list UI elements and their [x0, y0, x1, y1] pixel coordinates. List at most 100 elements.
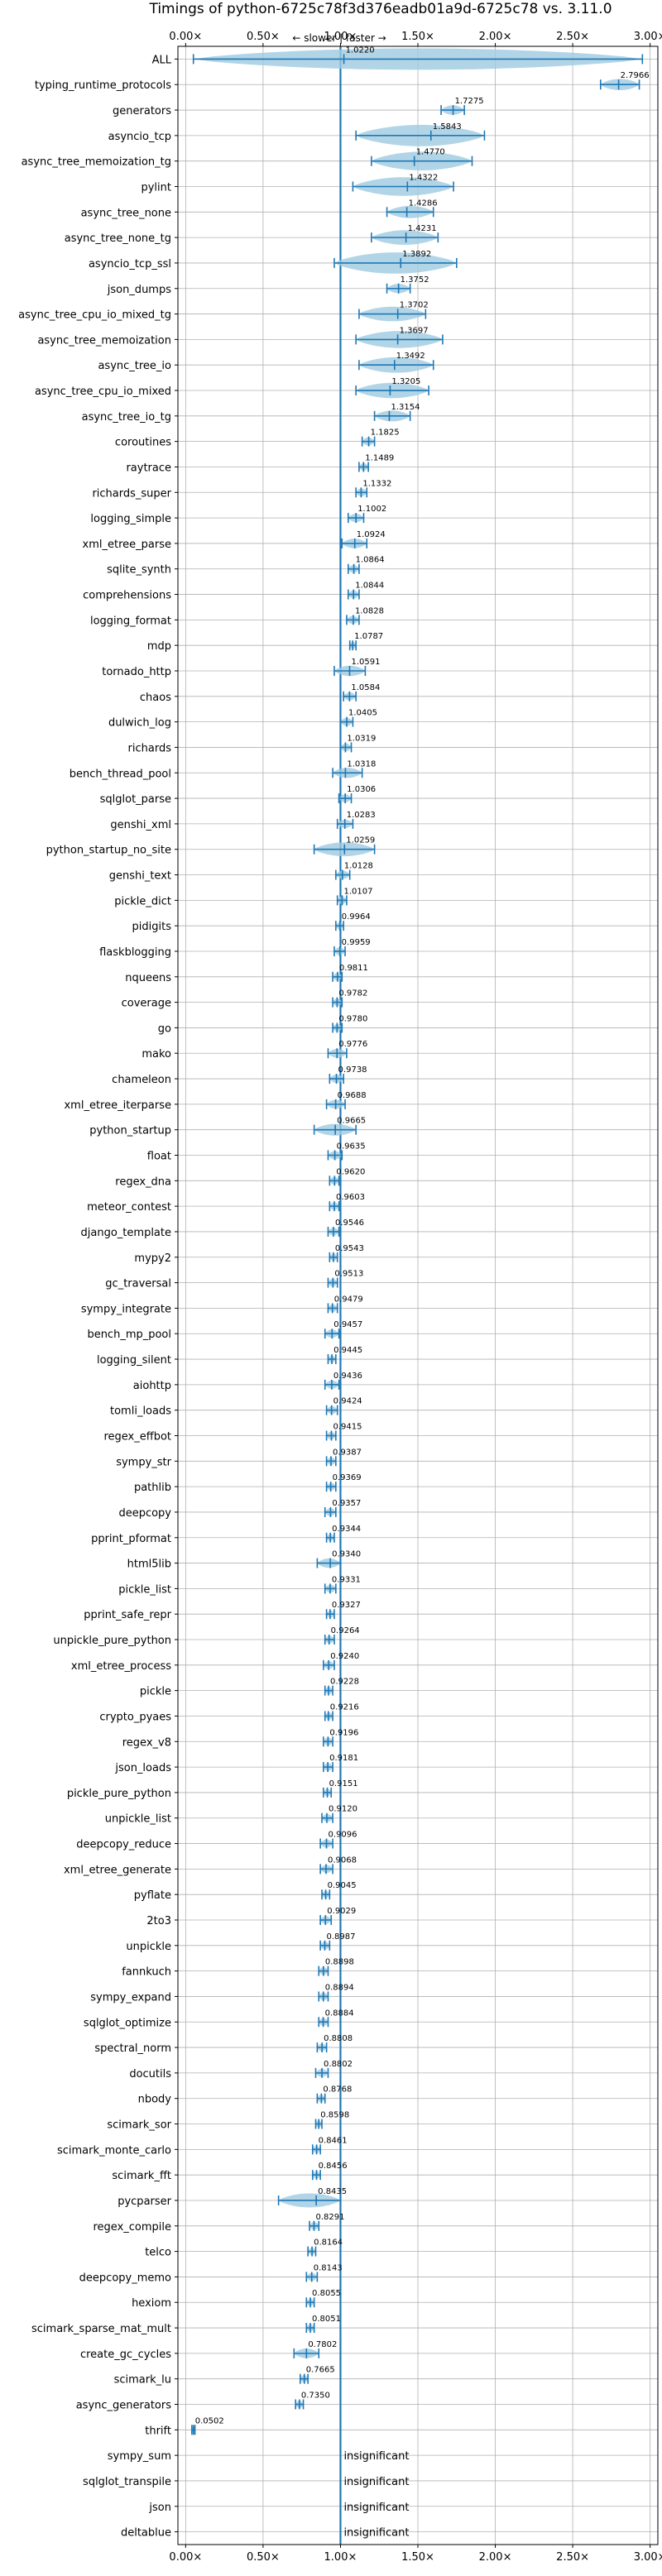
benchmark-label: richards: [128, 742, 172, 754]
benchmark-label: meteor_contest: [87, 1201, 171, 1214]
benchmark-label: pidigits: [132, 921, 172, 933]
benchmark-label: telco: [145, 2247, 171, 2259]
value-label: 1.0828: [355, 606, 384, 615]
benchmark-label: xml_etree_generate: [64, 1864, 171, 1876]
benchmark-label: scimark_fft: [112, 2170, 171, 2182]
x-tick-label-top: 2.50×: [556, 31, 589, 43]
value-label: 1.0864: [356, 556, 385, 565]
value-label: 1.0283: [347, 811, 376, 820]
value-label: 1.0107: [343, 887, 372, 896]
benchmark-label: chameleon: [112, 1074, 171, 1086]
value-label: 1.0319: [347, 734, 376, 743]
insignificant-label: insignificant: [343, 2527, 409, 2540]
benchmark-label: django_template: [81, 1227, 171, 1239]
value-label: 0.9369: [333, 1473, 362, 1482]
benchmark-label: genshi_xml: [110, 819, 171, 831]
benchmark-label: xml_etree_parse: [83, 539, 171, 551]
benchmark-label: mdp: [147, 640, 171, 653]
benchmark-label: async_tree_cpu_io_mixed: [35, 385, 171, 398]
benchmark-label: regex_compile: [93, 2221, 171, 2234]
value-label: 1.0259: [346, 836, 375, 845]
x-tick-label-top: 1.50×: [401, 31, 434, 43]
value-label: 1.1825: [371, 429, 400, 438]
value-label: 0.9045: [328, 1881, 357, 1890]
value-label: 0.8055: [312, 2289, 341, 2298]
value-label: 0.7665: [306, 2366, 335, 2375]
benchmark-label: unpickle_list: [105, 1813, 171, 1826]
value-label: 0.9344: [332, 1525, 361, 1534]
benchmark-label: 2to3: [146, 1915, 171, 1927]
benchmark-label: float: [147, 1151, 171, 1163]
insignificant-label: insignificant: [343, 2476, 409, 2488]
x-tick-label-top: 0.50×: [247, 31, 280, 43]
value-label: 0.9620: [336, 1167, 365, 1176]
value-label: 0.9782: [338, 989, 367, 998]
benchmark-label: thrift: [145, 2425, 171, 2437]
benchmark-label: dulwich_log: [108, 717, 171, 730]
value-label: 1.3154: [391, 403, 420, 412]
value-label: 0.9387: [333, 1448, 362, 1457]
benchmark-label: asyncio_tcp: [108, 131, 171, 143]
value-label: 0.8143: [314, 2263, 343, 2272]
x-tick-label-bottom: 1.50×: [401, 2551, 434, 2564]
benchmark-label: bench_mp_pool: [87, 1329, 171, 1341]
benchmark-label: sqlglot_optimize: [84, 2017, 171, 2029]
benchmark-label: json_dumps: [107, 284, 171, 296]
benchmark-label: mypy2: [134, 1252, 171, 1265]
value-label: 0.9513: [334, 1270, 363, 1279]
value-label: 0.9120: [329, 1805, 357, 1814]
benchmark-label: pickle_pure_python: [67, 1788, 171, 1800]
x-tick-label-top: 1.00×: [324, 31, 357, 43]
value-label: 1.5843: [433, 122, 462, 132]
benchmark-label: python_startup_no_site: [46, 845, 171, 857]
value-label: 0.9445: [333, 1346, 362, 1355]
benchmark-label: pprint_pformat: [91, 1533, 171, 1545]
benchmark-label: sympy_expand: [90, 1991, 171, 2004]
value-label: 1.0318: [347, 759, 376, 768]
value-label: 0.9665: [337, 1117, 366, 1126]
benchmark-label: chaos: [140, 692, 171, 704]
benchmark-label: json_loads: [114, 1762, 171, 1774]
benchmark-label: regex_v8: [122, 1736, 171, 1749]
benchmark-label: sympy_sum: [108, 2450, 171, 2463]
benchmark-label: tornado_http: [102, 666, 171, 678]
value-label: 0.8164: [314, 2238, 343, 2248]
value-label: 0.8456: [319, 2162, 348, 2171]
value-label: 0.0502: [195, 2416, 224, 2425]
value-label: 1.3492: [396, 352, 425, 361]
benchmark-label: spectral_norm: [94, 2042, 171, 2055]
value-label: 1.4231: [408, 224, 437, 233]
benchmark-label: sqlite_synth: [107, 564, 171, 577]
value-label: 0.8291: [315, 2213, 344, 2222]
benchmark-label: xml_etree_iterparse: [64, 1099, 171, 1112]
benchmark-label: deltablue: [121, 2527, 171, 2540]
value-label: 0.9029: [327, 1907, 356, 1916]
value-label: 0.8808: [324, 2034, 353, 2043]
benchmark-label: logging_silent: [97, 1354, 171, 1367]
value-label: 0.9096: [329, 1831, 357, 1840]
benchmark-label: hexiom: [132, 2297, 171, 2310]
value-label: 0.9479: [334, 1295, 363, 1304]
value-label: 1.3892: [402, 250, 431, 259]
benchmark-label: async_tree_memoization: [37, 334, 171, 347]
benchmark-label: ALL: [152, 54, 172, 66]
benchmark-label: logging_simple: [90, 513, 171, 525]
benchmark-label: pyflate: [134, 1889, 171, 1902]
benchmark-label: async_tree_none_tg: [65, 232, 171, 245]
benchmark-label: scimark_sparse_mat_mult: [31, 2323, 171, 2335]
value-label: 0.9457: [333, 1320, 362, 1329]
value-label: 0.9340: [332, 1550, 361, 1559]
benchmark-label: pycparser: [118, 2195, 171, 2208]
benchmark-label: unpickle_pure_python: [53, 1635, 171, 1647]
value-label: 0.9603: [336, 1193, 365, 1202]
value-label: 0.9780: [338, 1014, 367, 1023]
value-label: 1.0306: [347, 785, 376, 794]
benchmark-label: regex_dna: [115, 1175, 171, 1188]
value-label: 0.9331: [332, 1575, 361, 1584]
benchmark-label: html5lib: [127, 1559, 171, 1571]
benchmark-label: scimark_sor: [107, 2119, 171, 2132]
benchmark-label: coroutines: [115, 437, 171, 449]
value-label: 1.0844: [355, 582, 384, 591]
value-label: 0.9543: [335, 1244, 364, 1253]
